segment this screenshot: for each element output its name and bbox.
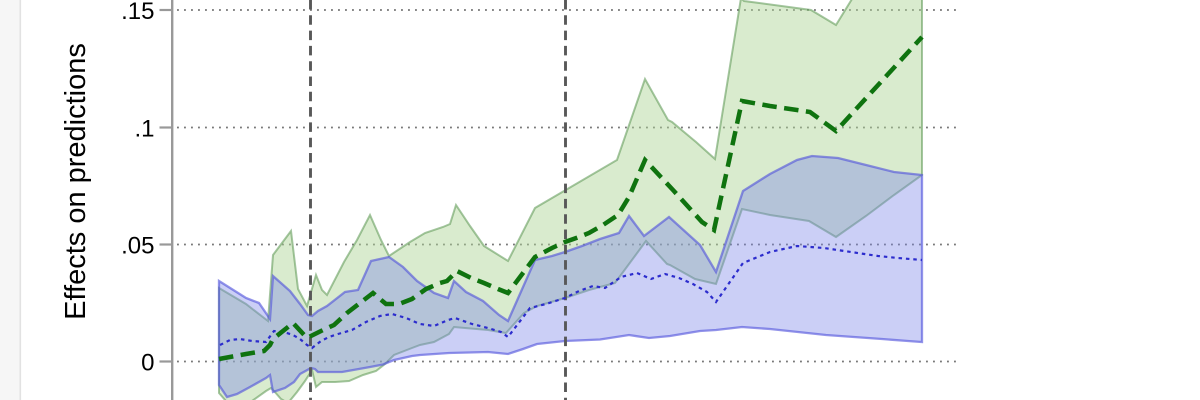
svg-text:0: 0 xyxy=(141,350,154,377)
svg-text:.05: .05 xyxy=(121,233,154,260)
svg-text:.1: .1 xyxy=(134,116,154,143)
svg-text:.15: .15 xyxy=(121,0,154,25)
svg-text:Effects on predictions: Effects on predictions xyxy=(60,43,92,320)
